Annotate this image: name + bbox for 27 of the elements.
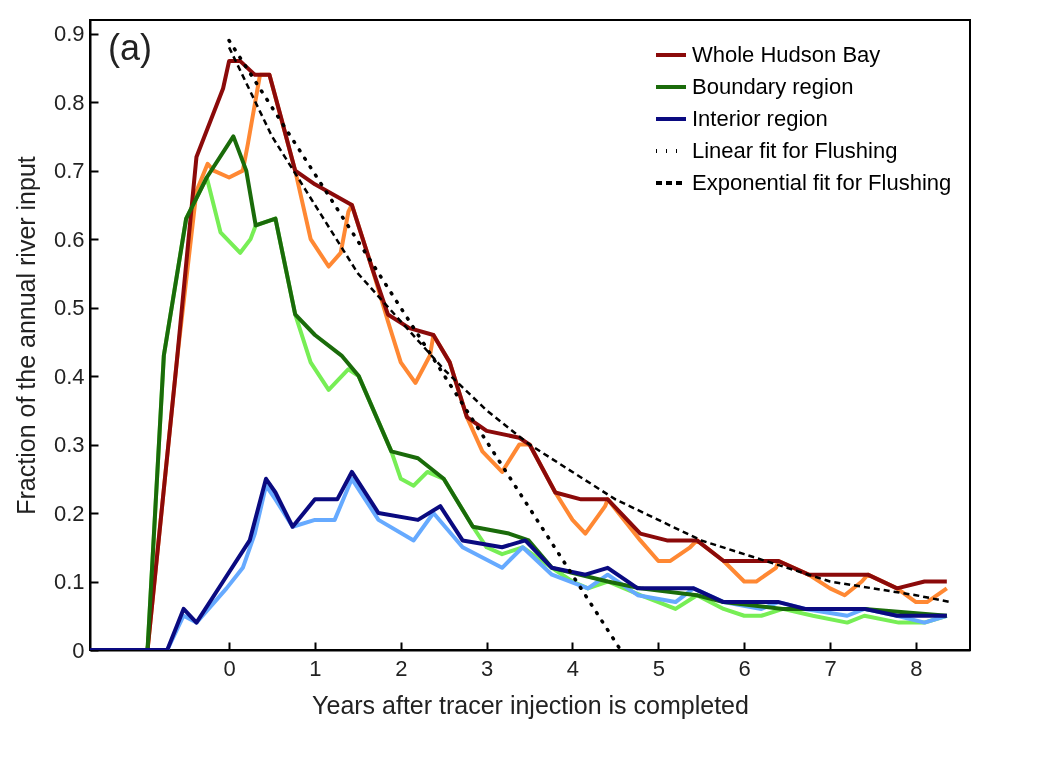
y-tick-label: 0.4 bbox=[53, 363, 85, 389]
y-tick-label: 0 bbox=[72, 637, 85, 663]
x-tick-label: 0 bbox=[223, 655, 236, 681]
y-tick-label: 0.1 bbox=[53, 569, 85, 595]
x-tick-label: 1 bbox=[309, 655, 322, 681]
legend-label: Whole Hudson Bay bbox=[692, 42, 881, 67]
y-tick-label: 0.8 bbox=[53, 89, 85, 115]
annotation: (a) bbox=[108, 27, 152, 68]
legend-label: Exponential fit for Flushing bbox=[692, 170, 952, 195]
x-tick-label: 3 bbox=[481, 655, 494, 681]
x-tick-label: 8 bbox=[910, 655, 923, 681]
x-tick-label: 7 bbox=[824, 655, 837, 681]
x-axis-title: Years after tracer injection is completed bbox=[312, 690, 749, 719]
x-tick-label: 2 bbox=[395, 655, 408, 681]
y-axis-title: Fraction of the annual river input bbox=[11, 156, 40, 515]
x-tick-label: 6 bbox=[738, 655, 751, 681]
x-tick-label: 4 bbox=[566, 655, 580, 681]
y-tick-label: 0.6 bbox=[53, 226, 85, 252]
y-tick-label: 0.3 bbox=[53, 432, 85, 458]
y-tick-label: 0.9 bbox=[53, 21, 85, 47]
x-tick-label: 5 bbox=[652, 655, 665, 681]
y-tick-label: 0.2 bbox=[53, 500, 85, 526]
y-tick-label: 0.5 bbox=[53, 295, 85, 321]
legend-label: Boundary region bbox=[692, 74, 854, 99]
legend-label: Linear fit for Flushing bbox=[692, 138, 898, 163]
y-tick-label: 0.7 bbox=[53, 158, 85, 184]
legend-label: Interior region bbox=[692, 106, 828, 131]
